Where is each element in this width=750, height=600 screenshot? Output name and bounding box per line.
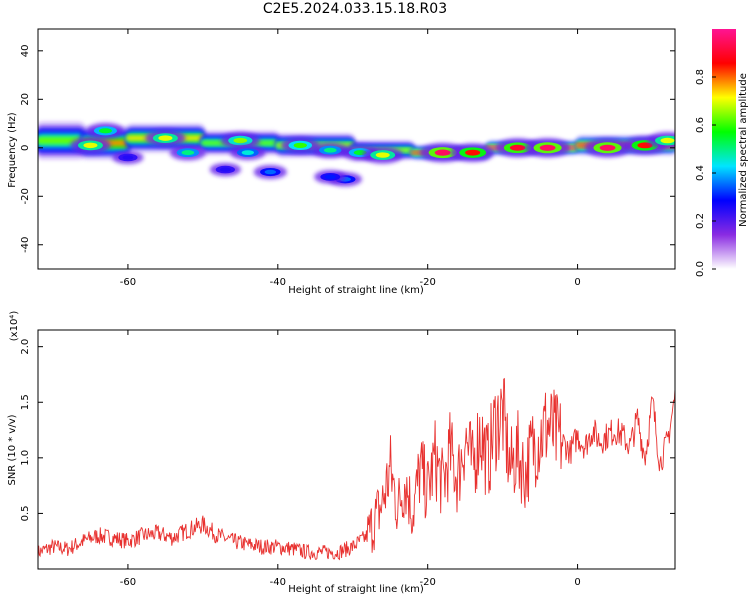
heatmap-blob-core xyxy=(264,169,277,175)
spectrogram-ticks: -60 -40 -20 0 -40 -20 0 20 40 xyxy=(20,29,675,288)
snr-line xyxy=(38,377,675,561)
heatmap-blob-core xyxy=(323,147,337,153)
snr-ticks: -60 -40 -20 0 0.5 1.0 1.5 2.0 xyxy=(20,330,675,588)
x-tick-label: -20 xyxy=(420,577,436,588)
y-tick-label: 1.0 xyxy=(20,450,31,466)
snr-plot-area xyxy=(38,330,675,569)
y-tick-label: 2.0 xyxy=(20,339,31,355)
colorbar-tick-label: 0.2 xyxy=(695,213,706,229)
spectrogram-panel: -60 -40 -20 0 -40 -20 0 20 40 Height of straight… xyxy=(7,28,676,296)
heatmap-blob-core xyxy=(83,142,98,149)
snr-ylabel: SNR (10 * v/v) xyxy=(7,414,18,485)
colorbar: 0.0 0.2 0.4 0.6 0.8 Normalized spectral ampl… xyxy=(695,29,749,277)
spectrogram-xlabel: Height of straight line (km) xyxy=(288,285,424,296)
snr-series xyxy=(38,377,675,561)
heatmap-blob-core xyxy=(158,135,173,141)
y-tick-label: 1.5 xyxy=(20,394,31,410)
heatmap-blob-core xyxy=(434,149,451,156)
heatmap-blob-core xyxy=(122,155,134,160)
snr-panel: -60 -40 -20 0 0.5 1.0 1.5 2.0 Height of straigh… xyxy=(7,311,676,595)
colorbar-label: Normalized spectral amplitude xyxy=(738,73,749,227)
heatmap-blob-core xyxy=(599,144,616,151)
snr-y-multiplier: (x10⁴) xyxy=(9,311,20,342)
x-tick-label: -60 xyxy=(120,577,136,588)
spectrogram-frame xyxy=(37,28,676,270)
heatmap-blob-core xyxy=(241,150,254,156)
heatmap-blob-core xyxy=(219,167,231,172)
heatmap-blob-core xyxy=(539,144,556,151)
colorbar-ticks: 0.0 0.2 0.4 0.6 0.8 xyxy=(695,69,716,277)
y-tick-label: 40 xyxy=(20,44,31,57)
spectrogram-ylabel: Frequency (Hz) xyxy=(7,112,18,188)
snr-frame xyxy=(37,329,676,570)
y-tick-label: 0.5 xyxy=(20,505,31,521)
colorbar-tick-label: 0.8 xyxy=(695,69,706,85)
x-tick-label: 0 xyxy=(574,577,580,588)
colorbar-tick-label: 0.6 xyxy=(695,117,706,133)
y-tick-label: 20 xyxy=(20,93,31,106)
x-tick-label: 0 xyxy=(574,277,580,288)
x-tick-label: -20 xyxy=(420,277,436,288)
colorbar-tick-label: 0.0 xyxy=(695,261,706,277)
spectrogram-heatmap xyxy=(38,122,675,187)
heatmap-blob-core xyxy=(660,137,675,144)
colorbar-gradient xyxy=(712,29,736,269)
heatmap-blob-core xyxy=(637,142,653,149)
x-tick-label: -60 xyxy=(120,277,136,288)
y-tick-label: -20 xyxy=(20,188,31,204)
heatmap-blob-core xyxy=(509,144,526,151)
chart-title: C2E5.2024.033.15.18.R03 xyxy=(262,1,448,17)
x-tick-label: -40 xyxy=(270,277,286,288)
snr-xlabel: Height of straight line (km) xyxy=(288,584,424,595)
y-tick-label: 0 xyxy=(20,145,31,151)
heatmap-blob-core xyxy=(465,149,481,156)
x-tick-label: -40 xyxy=(270,577,286,588)
heatmap-blob-core xyxy=(181,150,195,156)
heatmap-blob-core xyxy=(98,128,112,134)
heatmap-blob-core xyxy=(324,174,336,180)
heatmap-blob-core xyxy=(375,152,390,158)
y-tick-label: -40 xyxy=(20,237,31,253)
colorbar-tick-label: 0.4 xyxy=(695,165,706,181)
heatmap-blob-core xyxy=(293,142,307,148)
heatmap-blob-core xyxy=(233,137,248,144)
